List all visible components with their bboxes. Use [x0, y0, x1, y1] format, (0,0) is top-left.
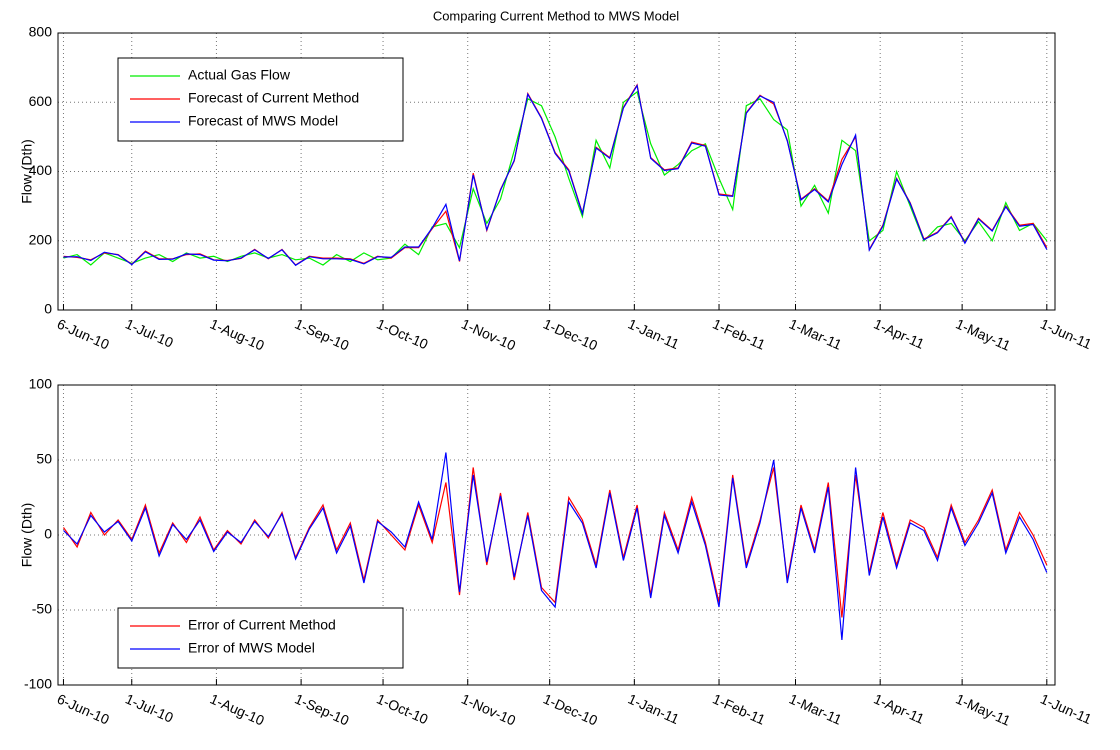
y-tick-label: -50 — [32, 601, 52, 617]
y-tick-label: 100 — [29, 376, 53, 392]
series-line — [63, 452, 1048, 641]
y-tick-label: 400 — [29, 162, 53, 178]
y-axis-label: Flow (Dth) — [19, 139, 35, 204]
series-line — [63, 83, 1048, 267]
chart-title: Comparing Current Method to MWS Model — [433, 8, 679, 23]
legend-label: Error of Current Method — [188, 617, 336, 633]
y-tick-label: 0 — [44, 301, 52, 317]
legend-label: Error of MWS Model — [188, 640, 315, 656]
y-tick-label: 50 — [36, 451, 52, 467]
y-tick-label: 800 — [29, 24, 53, 40]
series-line — [63, 90, 1048, 266]
y-tick-label: 200 — [29, 231, 53, 247]
legend-label: Forecast of Current Method — [188, 90, 359, 106]
y-tick-label: 600 — [29, 93, 53, 109]
legend-box — [117, 607, 404, 669]
y-tick-label: -100 — [24, 676, 52, 692]
y-axis-label: Flow (Dth) — [19, 503, 35, 568]
y-tick-label: 0 — [44, 526, 52, 542]
legend-label: Forecast of MWS Model — [188, 113, 338, 129]
axes-box — [57, 32, 1056, 311]
axes-box — [57, 384, 1056, 686]
legend-label: Actual Gas Flow — [188, 67, 291, 83]
